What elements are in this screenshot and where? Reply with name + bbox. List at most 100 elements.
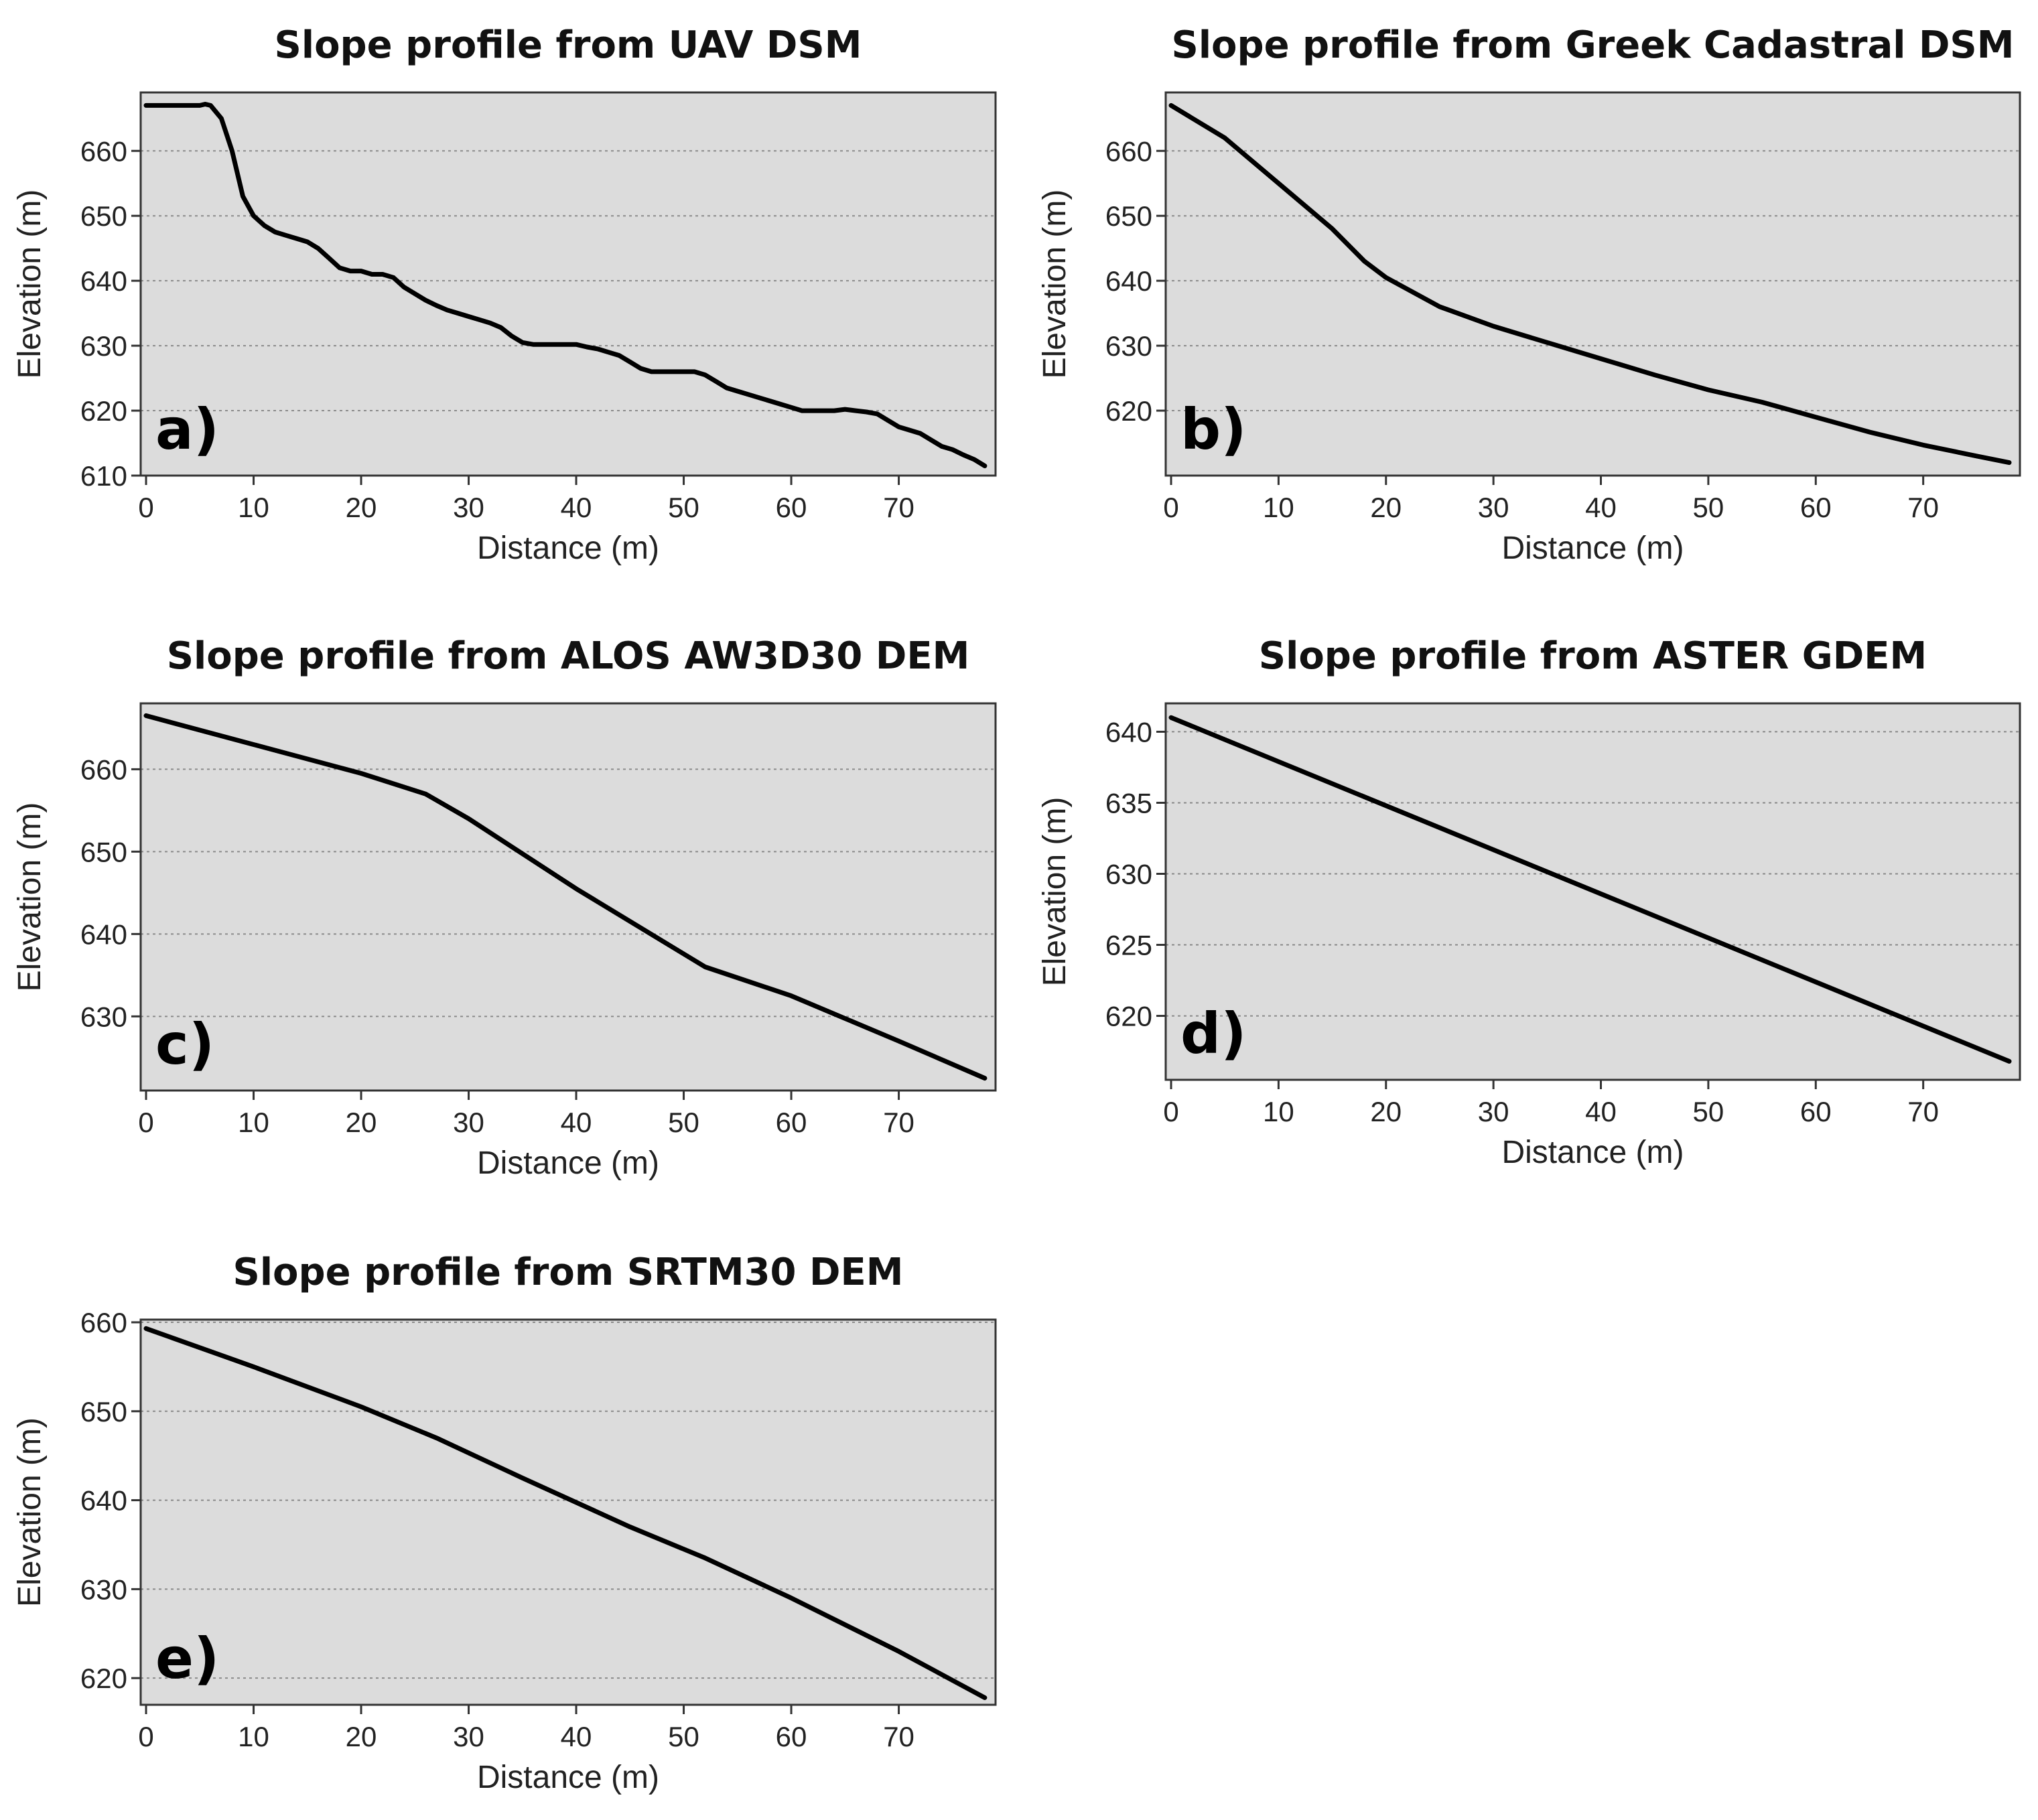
x-tick-label: 70: [883, 492, 914, 523]
y-tick-label: 620: [80, 1663, 127, 1694]
x-tick-label: 10: [238, 1721, 269, 1752]
x-tick-label: 0: [138, 1107, 153, 1138]
y-tick-label: 630: [80, 330, 127, 362]
x-tick-label: 10: [238, 1107, 269, 1138]
series-line: [1168, 715, 2012, 1064]
x-tick-label: 40: [1585, 492, 1617, 523]
y-tick-label: 640: [80, 918, 127, 950]
y-tick-label: 640: [1105, 265, 1152, 297]
x-tick-label: 0: [138, 1721, 153, 1752]
y-axis-label: Elevation (m): [12, 1417, 48, 1607]
chart-title: Slope profile from Greek Cadastral DSM: [1171, 23, 2014, 67]
y-tick-label: 620: [80, 395, 127, 427]
x-tick-label: 50: [668, 1721, 699, 1752]
plot-frame: [139, 702, 997, 1092]
x-tick-label: 40: [1585, 1096, 1617, 1127]
series-line: [143, 102, 988, 468]
x-tick-label: 20: [346, 1107, 377, 1138]
x-tick-label: 20: [1370, 492, 1402, 523]
x-tick-label: 10: [1263, 492, 1294, 523]
plot-area: [141, 1320, 996, 1705]
chart-title: Slope profile from ALOS AW3D30 DEM: [167, 634, 970, 678]
y-tick-label: 650: [80, 1396, 127, 1427]
x-tick-label: 30: [1478, 492, 1509, 523]
x-tick-label: 40: [561, 492, 592, 523]
x-tick-label: 0: [1163, 492, 1178, 523]
y-axis-label: Elevation (m): [12, 802, 48, 992]
x-tick-label: 30: [453, 1107, 484, 1138]
panel-label: d): [1180, 1001, 1247, 1066]
series-line: [143, 713, 988, 1081]
x-axis-label: Distance (m): [477, 1760, 659, 1795]
chart-title: Slope profile from SRTM30 DEM: [233, 1251, 904, 1294]
x-tick-label: 60: [1800, 492, 1832, 523]
plot-frame: [139, 1318, 997, 1706]
chart-panel-4: 620 625 630 635 640 0 10 20 30 40 50 60 70 Slope prof…: [1037, 634, 2021, 1170]
x-tick-label: 20: [346, 1721, 377, 1752]
x-tick-label: 70: [1907, 492, 1939, 523]
y-tick-label: 660: [80, 1307, 127, 1338]
x-tick-label: 50: [1693, 1096, 1724, 1127]
y-tick-label: 610: [80, 460, 127, 492]
x-tick-label: 10: [1263, 1096, 1294, 1127]
y-tick-label: 640: [1105, 716, 1152, 748]
x-tick-label: 30: [453, 1721, 484, 1752]
series-line: [1168, 102, 2012, 466]
x-tick-label: 30: [453, 492, 484, 523]
x-tick-label: 10: [238, 492, 269, 523]
y-tick-label: 660: [80, 754, 127, 785]
y-tick-label: 630: [80, 1001, 127, 1032]
plot-area: [1166, 92, 2020, 476]
y-tick-label: 630: [1105, 858, 1152, 890]
x-tick-label: 60: [1800, 1096, 1832, 1127]
chart-panel-2: 620 630 640 650 660 0 10 20 30 40 50 60 70 Slope prof…: [1037, 23, 2021, 566]
x-tick-label: 60: [776, 1721, 807, 1752]
y-axis-label: Elevation (m): [1037, 190, 1073, 379]
y-tick-label: 625: [1105, 930, 1152, 961]
y-tick-label: 650: [80, 200, 127, 232]
y-tick-label: 660: [80, 135, 127, 167]
y-tick-label: 630: [1105, 330, 1152, 362]
x-tick-label: 70: [1907, 1096, 1939, 1127]
plot-area: [141, 92, 996, 476]
x-tick-label: 70: [883, 1721, 914, 1752]
y-tick-label: 620: [1105, 395, 1152, 427]
y-tick-label: 630: [80, 1573, 127, 1605]
x-axis-label: Distance (m): [477, 531, 659, 566]
y-tick-label: 635: [1105, 787, 1152, 819]
y-axis-label: Elevation (m): [12, 190, 48, 379]
x-tick-label: 0: [1163, 1096, 1178, 1127]
x-tick-label: 70: [883, 1107, 914, 1138]
panel-label: e): [155, 1626, 219, 1691]
y-tick-label: 660: [1105, 135, 1152, 167]
x-tick-label: 50: [668, 492, 699, 523]
x-tick-label: 40: [561, 1107, 592, 1138]
plot-frame: [1164, 91, 2021, 477]
x-tick-label: 20: [346, 492, 377, 523]
y-tick-label: 650: [1105, 200, 1152, 232]
x-tick-label: 60: [776, 492, 807, 523]
y-tick-label: 640: [80, 265, 127, 297]
x-tick-label: 40: [561, 1721, 592, 1752]
y-axis-label: Elevation (m): [1037, 797, 1073, 987]
x-axis-label: Distance (m): [1501, 1135, 1684, 1170]
series-line: [143, 1326, 988, 1700]
panel-label: b): [1180, 397, 1247, 462]
y-tick-label: 640: [80, 1485, 127, 1517]
chart-panel-5: 620 630 640 650 660 0 10 20 30 40 50 60 70 Slope prof…: [12, 1251, 997, 1795]
y-tick-label: 620: [1105, 1001, 1152, 1032]
panel-label: a): [155, 397, 219, 462]
plot-area: [141, 703, 996, 1091]
x-tick-label: 50: [668, 1107, 699, 1138]
x-axis-label: Distance (m): [1501, 531, 1684, 566]
x-tick-label: 30: [1478, 1096, 1509, 1127]
y-tick-label: 650: [80, 836, 127, 867]
chart-title: Slope profile from UAV DSM: [275, 23, 862, 67]
plot-frame: [139, 91, 997, 477]
x-tick-label: 0: [138, 492, 153, 523]
chart-panel-3: 630 640 650 660 0 10 20 30 40 50 60 70 Slope profile…: [12, 634, 997, 1181]
x-tick-label: 50: [1693, 492, 1724, 523]
panel-label: c): [155, 1011, 214, 1077]
chart-title: Slope profile from ASTER GDEM: [1259, 634, 1927, 678]
